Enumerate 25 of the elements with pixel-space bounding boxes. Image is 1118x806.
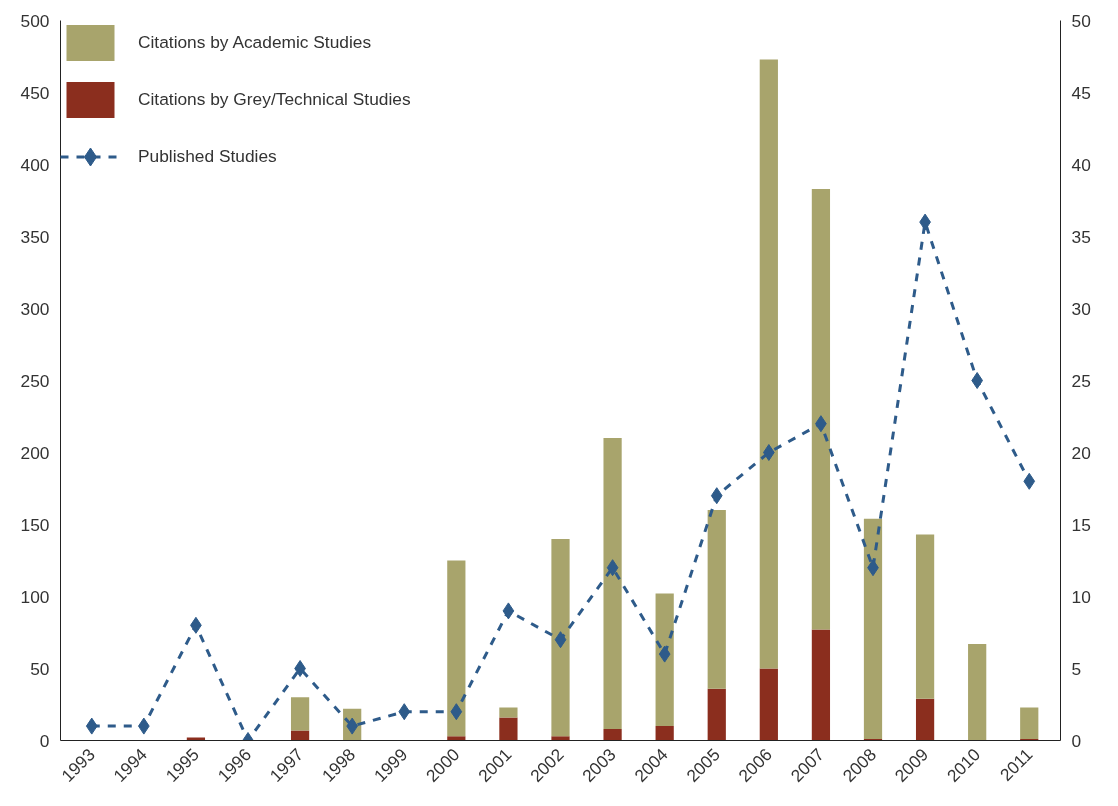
- y2-tick-label: 30: [1071, 298, 1091, 319]
- y-tick-label: 250: [20, 370, 50, 391]
- y-tick-label: 150: [20, 514, 50, 535]
- y2-tick-label: 10: [1071, 586, 1091, 607]
- legend-label: Citations by Grey/Technical Studies: [138, 89, 411, 110]
- y-tick-label: 0: [39, 730, 50, 751]
- y2-tick-label: 25: [1071, 370, 1091, 391]
- y2-tick-label: 20: [1071, 442, 1091, 463]
- y-tick-label: 450: [20, 82, 50, 103]
- y2-tick-label: 15: [1071, 514, 1091, 535]
- y-tick-label: 500: [20, 10, 50, 31]
- y2-tick-label: 5: [1071, 658, 1082, 679]
- y-tick-label: 200: [20, 442, 50, 463]
- y-tick-label: 350: [20, 226, 50, 247]
- y2-tick-label: 45: [1071, 82, 1091, 103]
- y-tick-label: 50: [30, 658, 50, 679]
- y2-tick-label: 40: [1071, 154, 1091, 175]
- y2-tick-label: 0: [1071, 730, 1082, 751]
- y-tick-label: 300: [20, 298, 50, 319]
- y-tick-label: 400: [20, 154, 50, 175]
- y-tick-label: 100: [20, 586, 50, 607]
- y2-tick-label: 50: [1071, 10, 1091, 31]
- legend-label: Citations by Academic Studies: [138, 32, 372, 53]
- y2-tick-label: 35: [1071, 226, 1091, 247]
- legend-label: Published Studies: [138, 146, 277, 167]
